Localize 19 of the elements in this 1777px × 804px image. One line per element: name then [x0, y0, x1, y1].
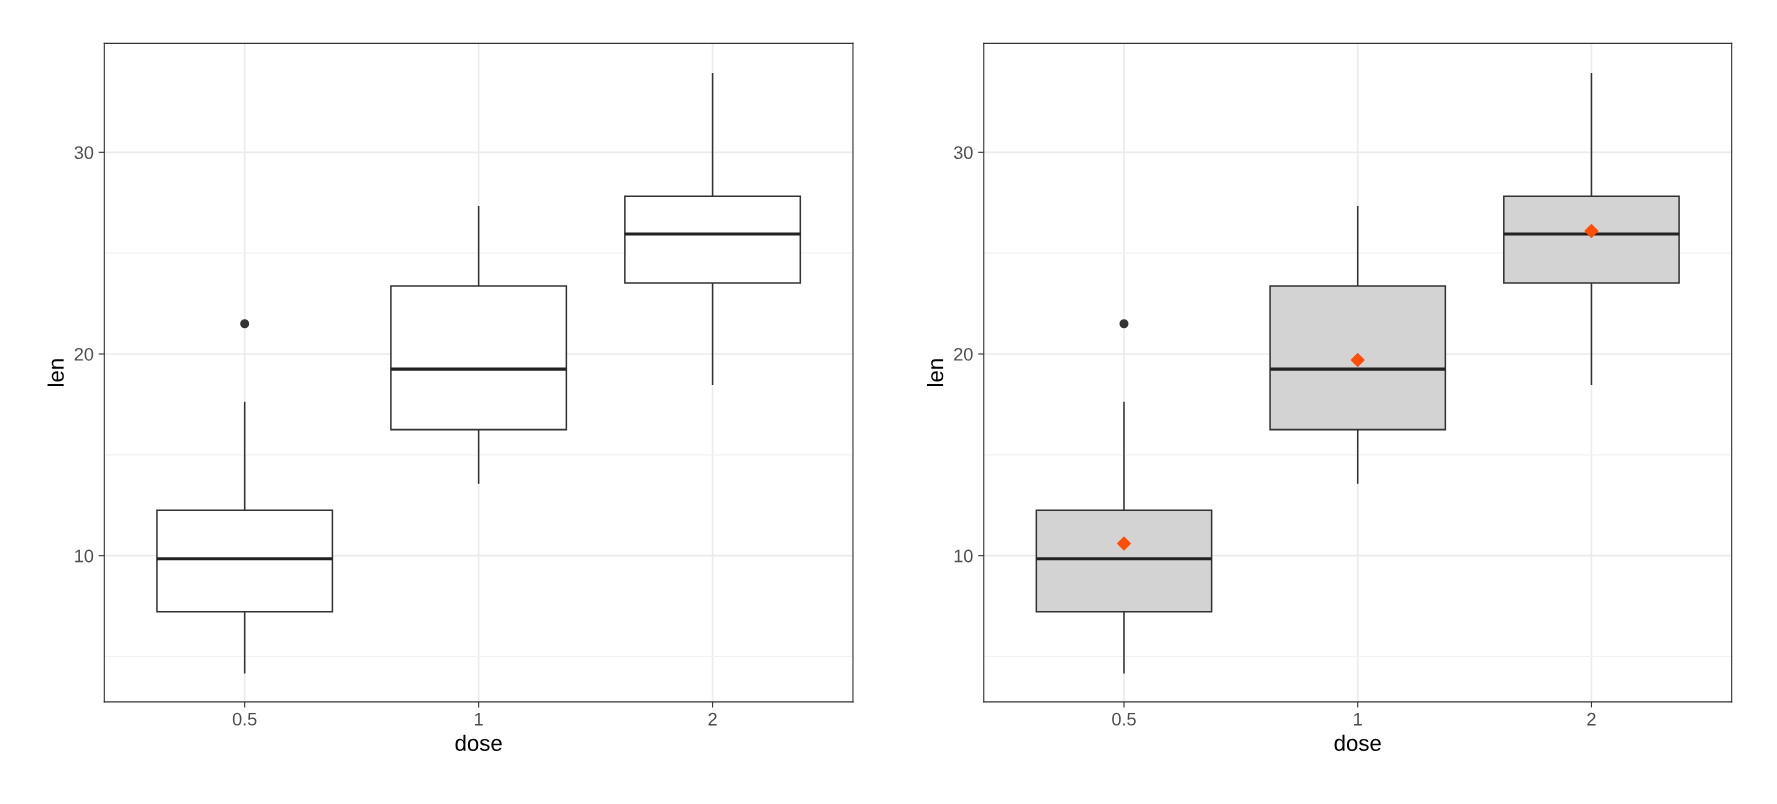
- y-tick-label: 30: [74, 146, 94, 160]
- x-tick-label: 2: [708, 712, 717, 726]
- y-tick-label: 10: [954, 549, 973, 563]
- y-tick-label: 20: [954, 347, 973, 361]
- point: [1350, 353, 1365, 367]
- y-tick-label: 20: [74, 347, 94, 361]
- x-tick-label: 1: [474, 712, 483, 726]
- y-axis-title: len: [47, 359, 64, 386]
- y-axis-title: len: [926, 359, 944, 386]
- x-axis-title: dose: [455, 734, 502, 752]
- x-tick-label: 1: [1354, 712, 1362, 726]
- x-tick-label: 0.5: [232, 712, 257, 726]
- x-tick-label: 0.5: [1112, 712, 1136, 726]
- x-tick-label: 2: [1587, 712, 1596, 726]
- x-axis-title: dose: [1334, 734, 1381, 752]
- point: [1117, 536, 1131, 551]
- y-tick-label: 30: [953, 146, 973, 160]
- y-tick-label: 10: [75, 549, 94, 563]
- point: [1584, 224, 1599, 238]
